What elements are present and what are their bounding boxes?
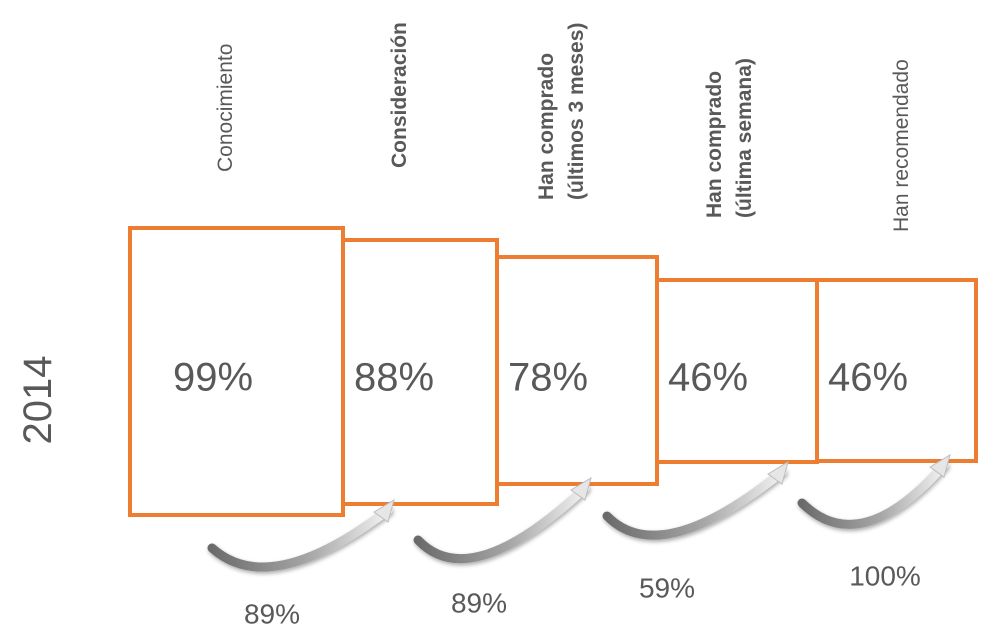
- stage-label-5: Han recomendado: [890, 59, 913, 232]
- stage-value-4: 46%: [668, 356, 748, 400]
- stage-box-3: [495, 255, 659, 486]
- stage-label-line: Consideración: [388, 22, 411, 168]
- stage-value-5: 46%: [828, 356, 908, 400]
- arrow-head-icon: [767, 460, 789, 485]
- conversion-rate-1: 89%: [244, 598, 300, 629]
- arrow-head-icon: [373, 498, 395, 523]
- arrow-head-icon: [570, 476, 592, 501]
- stage-box-2: [341, 238, 499, 506]
- stage-label-line: (últimos 3 meses): [565, 23, 588, 200]
- conversion-arrow-4: [797, 460, 949, 529]
- conversion-rate-4: 100%: [849, 560, 921, 591]
- stage-label-4: Han comprado (última semana): [703, 58, 756, 218]
- conversion-arrow-2: [413, 483, 590, 564]
- stage-label-line: Han comprado: [535, 53, 558, 200]
- stage-label-2: Consideración: [388, 22, 411, 168]
- conversion-arrow-3: [602, 467, 787, 540]
- arrow-head-icon: [929, 453, 951, 478]
- stage-label-1: Conocimiento: [214, 44, 237, 172]
- conversion-rate-3: 59%: [639, 572, 695, 603]
- stage-value-3: 78%: [508, 356, 588, 400]
- stage-label-line: Han recomendado: [890, 59, 913, 232]
- conversion-rate-2: 89%: [451, 587, 507, 618]
- stage-label-line: (última semana): [733, 58, 756, 218]
- stage-value-2: 88%: [354, 356, 434, 400]
- stage-box-1: [128, 226, 345, 517]
- stage-value-1: 99%: [173, 356, 253, 400]
- stage-box-5: [815, 278, 978, 463]
- stage-label-line: Han comprado: [703, 71, 726, 218]
- stage-label-line: Conocimiento: [214, 44, 237, 172]
- stage-label-3: Han comprado (últimos 3 meses): [535, 23, 588, 200]
- conversion-arrow-1: [207, 505, 393, 572]
